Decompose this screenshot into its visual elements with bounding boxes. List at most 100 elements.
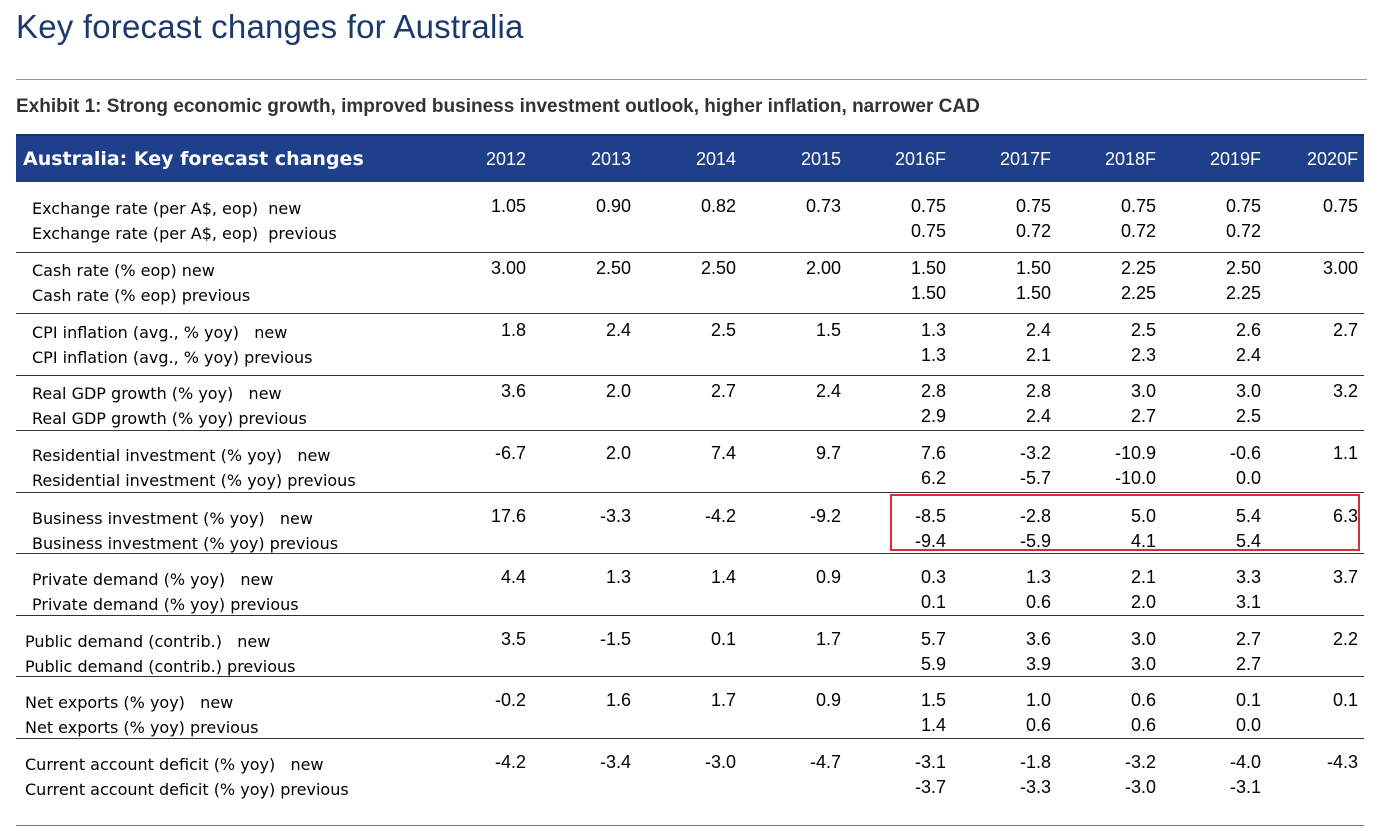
cell-new-value: 1.3 xyxy=(605,567,631,587)
cell-new-value: 2.2 xyxy=(1332,629,1358,649)
cell-new-value: 0.75 xyxy=(910,196,946,216)
cell-new-value: 1.0 xyxy=(1025,690,1051,710)
cell-new-value: 2.1 xyxy=(1130,567,1156,587)
row-label-previous: Business investment (% yoy) previous xyxy=(32,534,339,553)
row-label-new: Current account deficit (% yoy) new xyxy=(25,755,324,774)
cell-new-value: 2.00 xyxy=(805,258,841,278)
cell-previous-value: 2.4 xyxy=(1025,406,1051,426)
cell-new-value: 2.50 xyxy=(700,258,736,278)
cell-new-value: 2.50 xyxy=(1225,258,1261,278)
cell-new-value: 5.7 xyxy=(920,629,946,649)
cell-new-value: -10.9 xyxy=(1114,443,1156,463)
cell-previous-value: 2.1 xyxy=(1025,345,1051,365)
cell-previous-value: -3.0 xyxy=(1124,777,1156,797)
cell-previous-value: 6.2 xyxy=(920,468,946,488)
cell-new-value: 0.1 xyxy=(710,629,736,649)
cell-previous-value: 0.72 xyxy=(1120,221,1156,241)
cell-previous-value: 0.0 xyxy=(1235,715,1261,735)
row-divider xyxy=(16,553,1364,554)
cell-previous-value: 1.50 xyxy=(910,283,946,303)
cell-new-value: 4.4 xyxy=(500,567,526,587)
cell-previous-value: 2.5 xyxy=(1235,406,1261,426)
cell-new-value: 0.90 xyxy=(595,196,631,216)
row-divider xyxy=(16,430,1364,431)
table-row-group: CPI inflation (avg., % yoy) new CPI infla… xyxy=(16,320,1364,382)
cell-previous-value: 1.50 xyxy=(1015,283,1051,303)
cell-new-value: 2.8 xyxy=(1025,381,1051,401)
year-header: 2012 xyxy=(485,149,526,169)
cell-new-value: 1.4 xyxy=(710,567,736,587)
cell-previous-value: 3.9 xyxy=(1025,654,1051,674)
row-label-new: CPI inflation (avg., % yoy) new xyxy=(32,323,288,342)
cell-previous-value: 0.72 xyxy=(1225,221,1261,241)
row-divider xyxy=(16,313,1364,314)
cell-new-value: 9.7 xyxy=(815,443,841,463)
row-label-previous: Cash rate (% eop) previous xyxy=(32,286,251,305)
row-label-previous: Net exports (% yoy) previous xyxy=(25,718,259,737)
cell-new-value: 17.6 xyxy=(490,506,526,526)
cell-new-value: -3.3 xyxy=(599,506,631,526)
cell-new-value: 1.8 xyxy=(500,320,526,340)
cell-new-value: 0.75 xyxy=(1120,196,1156,216)
exhibit-title: Exhibit 1: Strong economic growth, impro… xyxy=(16,96,980,117)
row-label-new: Cash rate (% eop) new xyxy=(32,261,215,280)
cell-new-value: 1.6 xyxy=(605,690,631,710)
cell-previous-value: 0.0 xyxy=(1235,468,1261,488)
row-label-new: Residential investment (% yoy) new xyxy=(32,446,331,465)
cell-new-value: 0.75 xyxy=(1225,196,1261,216)
cell-new-value: 0.6 xyxy=(1130,690,1156,710)
cell-new-value: -0.2 xyxy=(494,690,526,710)
cell-new-value: 3.0 xyxy=(1130,381,1156,401)
cell-new-value: 0.75 xyxy=(1015,196,1051,216)
cell-new-value: 3.5 xyxy=(500,629,526,649)
row-divider xyxy=(16,252,1364,253)
row-divider xyxy=(16,738,1364,739)
cell-previous-value: 5.9 xyxy=(920,654,946,674)
table-row-group: Net exports (% yoy) new Net exports (% yo… xyxy=(16,690,1364,752)
cell-previous-value: 2.7 xyxy=(1235,654,1261,674)
row-label-new: Net exports (% yoy) new xyxy=(25,693,234,712)
row-label-previous: Private demand (% yoy) previous xyxy=(32,595,299,614)
cell-previous-value: 3.0 xyxy=(1130,654,1156,674)
cell-new-value: 0.73 xyxy=(805,196,841,216)
table-header: Australia: Key forecast changes 2012 201… xyxy=(16,134,1364,182)
cell-new-value: 2.0 xyxy=(605,381,631,401)
cell-previous-value: 3.1 xyxy=(1235,592,1261,612)
year-header: 2014 xyxy=(695,149,736,169)
cell-new-value: 1.3 xyxy=(920,320,946,340)
row-label-new: Public demand (contrib.) new xyxy=(25,632,271,651)
cell-new-value: -4.7 xyxy=(809,752,841,772)
row-label-previous: Exchange rate (per A$, eop) previous xyxy=(32,224,337,243)
cell-new-value: -4.2 xyxy=(494,752,526,772)
cell-new-value: -1.5 xyxy=(599,629,631,649)
cell-new-value: 1.05 xyxy=(490,196,526,216)
row-label-previous: Real GDP growth (% yoy) previous xyxy=(32,409,307,428)
row-divider xyxy=(16,676,1364,677)
cell-new-value: -3.4 xyxy=(599,752,631,772)
table-header-label: Australia: Key forecast changes xyxy=(23,148,364,170)
cell-new-value: -6.7 xyxy=(494,443,526,463)
cell-previous-value: 0.6 xyxy=(1025,592,1051,612)
cell-new-value: -4.3 xyxy=(1326,752,1358,772)
cell-new-value: 0.3 xyxy=(920,567,946,587)
cell-new-value: 2.50 xyxy=(595,258,631,278)
row-label-previous: Residential investment (% yoy) previous xyxy=(32,471,356,490)
cell-new-value: 1.3 xyxy=(1025,567,1051,587)
cell-new-value: 3.2 xyxy=(1332,381,1358,401)
table-row-group: Public demand (contrib.) new Public deman… xyxy=(16,629,1364,691)
cell-new-value: -8.5 xyxy=(914,506,946,526)
cell-previous-value: 0.6 xyxy=(1025,715,1051,735)
cell-previous-value: 2.9 xyxy=(920,406,946,426)
cell-new-value: 3.6 xyxy=(500,381,526,401)
cell-previous-value: 0.1 xyxy=(920,592,946,612)
row-label-new: Private demand (% yoy) new xyxy=(32,570,274,589)
cell-new-value: 0.75 xyxy=(1322,196,1358,216)
row-divider xyxy=(16,615,1364,616)
table-row-group: Real GDP growth (% yoy) new Real GDP grow… xyxy=(16,381,1364,443)
cell-new-value: 6.3 xyxy=(1332,506,1358,526)
cell-previous-value: -5.7 xyxy=(1019,468,1051,488)
cell-new-value: 0.9 xyxy=(815,690,841,710)
cell-previous-value: 1.3 xyxy=(920,345,946,365)
cell-new-value: 3.6 xyxy=(1025,629,1051,649)
cell-previous-value: 0.72 xyxy=(1015,221,1051,241)
